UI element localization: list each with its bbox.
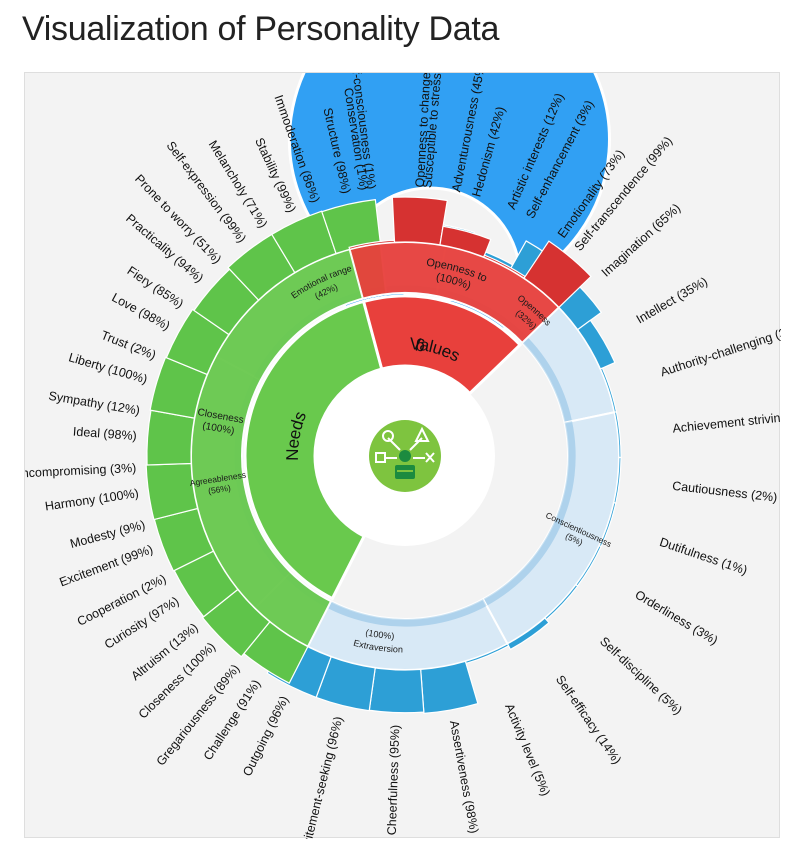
facet-label-activity-level: Activity level (5%) <box>502 702 553 798</box>
trait-score-band-conscientiousness <box>483 421 576 606</box>
facet-label-trust: Trust (2%) <box>99 328 158 362</box>
trait-score-extraversion: (100%) <box>365 628 395 642</box>
facet-bar-ideal <box>146 409 196 466</box>
facet-bars-layer <box>145 196 622 715</box>
facet-label-excitement-seeking: Excitement-seeking (96%) <box>296 715 345 839</box>
facet-label-self-discipline: Self-discipline (5%) <box>597 634 685 717</box>
facet-label-modesty: Modesty (9%) <box>69 518 147 551</box>
facet-label-cautiousness: Cautiousness (2%) <box>672 479 779 505</box>
person-head-icon <box>399 450 411 462</box>
personality-sunburst-chart: Big 5Openness(32%)Adventurousness (45%)A… <box>25 73 781 839</box>
person-body-stripe <box>397 470 413 472</box>
facet-bar-structure <box>321 198 382 255</box>
facet-bar-self-transcendence <box>523 240 592 309</box>
facet-label-cheerfulness: Cheerfulness (95%) <box>385 725 403 836</box>
facet-label-dutifulness: Dutifulness (1%) <box>658 535 749 578</box>
center-icon-layer <box>369 420 441 492</box>
facet-label-assertiveness: Assertiveness (98%) <box>447 719 481 834</box>
facet-label-ideal: Ideal (98%) <box>72 425 137 444</box>
page-title: Visualization of Personality Data <box>22 10 500 48</box>
facet-bar-assertiveness <box>420 660 479 715</box>
facet-label-harmony: Harmony (100%) <box>44 486 140 513</box>
facet-label-uncompromising: Uncompromising (3%) <box>25 461 137 481</box>
facet-label-self-efficacy: Self-efficacy (14%) <box>553 673 624 767</box>
square-shape-icon <box>375 452 386 463</box>
trait-label-agreeableness-score: (56%) <box>207 483 231 496</box>
category-arc-needs <box>243 295 397 601</box>
facet-bar-openness-to-change <box>391 196 448 246</box>
triangle-shape-icon <box>414 426 430 442</box>
facet-label-achievement-striving: Achievement striving (1%) <box>672 407 781 435</box>
facet-label-sympathy: Sympathy (12%) <box>48 389 141 418</box>
facet-label-authority-challenging: Authority-challenging (3%) <box>659 321 781 379</box>
circle-shape-icon <box>382 430 394 442</box>
facet-bar-cheerfulness <box>368 667 425 714</box>
facet-label-intellect: Intellect (35%) <box>634 274 710 326</box>
cross-shape-icon <box>425 452 435 463</box>
chart-panel: Big 5Openness(32%)Adventurousness (45%)A… <box>24 72 781 839</box>
trait-arc-conscientiousness <box>481 411 620 646</box>
category-arc-values <box>361 294 523 396</box>
facet-label-orderliness: Orderliness (3%) <box>633 588 721 648</box>
